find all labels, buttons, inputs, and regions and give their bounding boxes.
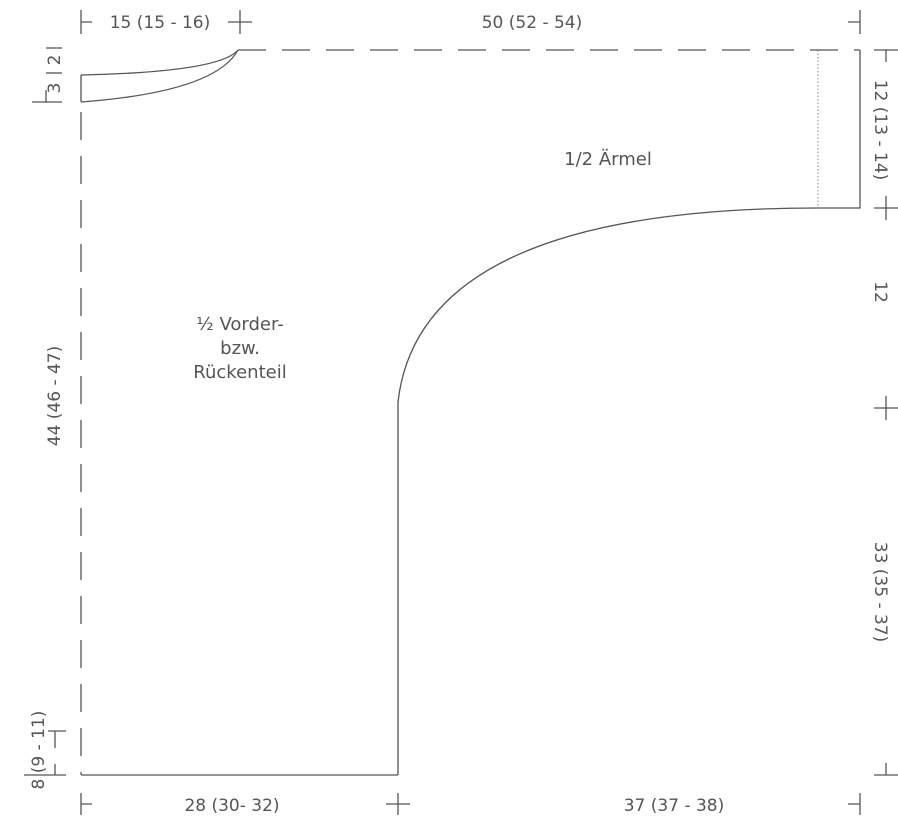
top-neck-dimension: 15 (15 - 16) bbox=[110, 13, 211, 33]
left-2-dimension: 2 bbox=[45, 55, 65, 66]
neckline-curve-back bbox=[80, 49, 239, 103]
right-middle-dimension: 12 bbox=[870, 281, 890, 303]
bottom-sleeve-dimension: 37 (37 - 38) bbox=[624, 796, 725, 816]
bottom-ticks bbox=[80, 793, 861, 815]
right-top-dimension: 12 (13 - 14) bbox=[870, 80, 890, 181]
body-label-line-3: Rückenteil bbox=[193, 362, 286, 383]
body-label-line-1: ½ Vorder- bbox=[196, 314, 283, 335]
sleeve-cuff-edge bbox=[818, 50, 861, 209]
right-ticks bbox=[874, 49, 898, 776]
neckline-curve-front bbox=[80, 49, 239, 76]
underarm-curve bbox=[397, 207, 819, 775]
left-bottom-dimension: 8 (9 - 11) bbox=[29, 711, 49, 790]
left-3-dimension: 3 bbox=[45, 83, 65, 94]
left-ticks bbox=[24, 47, 66, 776]
bottom-body-dimension: 28 (30- 32) bbox=[184, 796, 279, 816]
left-height-dimension: 44 (46 - 47) bbox=[45, 346, 65, 447]
garment-outline bbox=[80, 49, 861, 776]
top-sleeve-dimension: 50 (52 - 54) bbox=[482, 13, 583, 33]
fold-lines bbox=[80, 49, 860, 775]
top-ticks bbox=[80, 10, 861, 34]
sleeve-label: 1/2 Ärmel bbox=[564, 149, 652, 170]
right-bottom-dimension: 33 (35 - 37) bbox=[870, 542, 890, 643]
body-label-line-2: bzw. bbox=[220, 338, 260, 359]
